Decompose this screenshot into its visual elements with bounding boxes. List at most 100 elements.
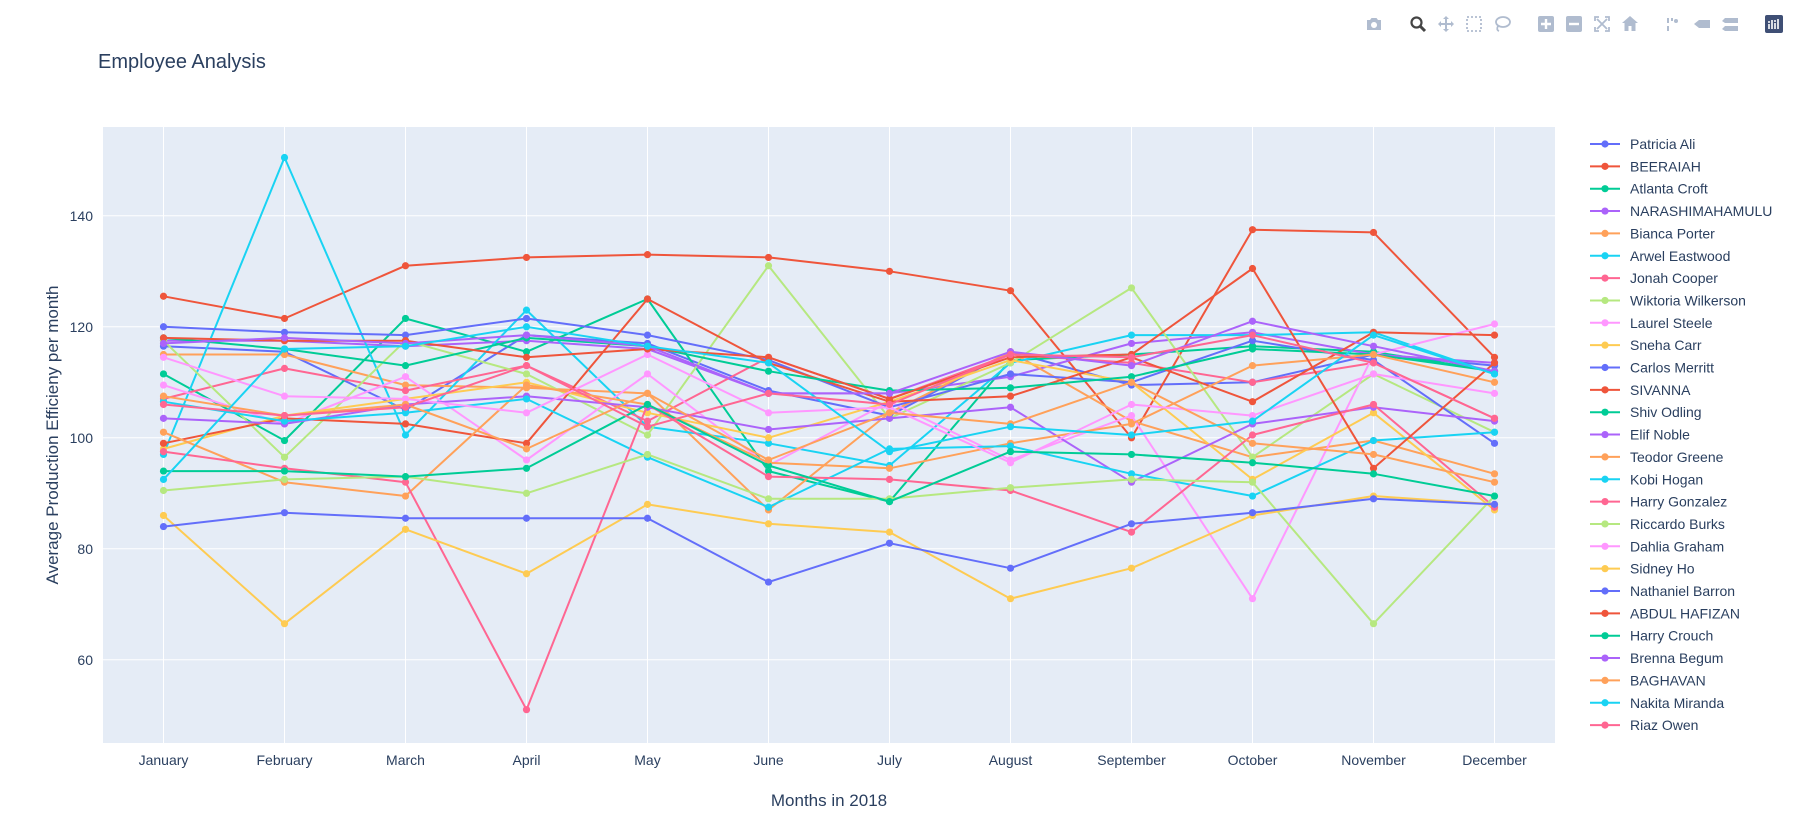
- data-point[interactable]: [643, 431, 652, 439]
- series-line[interactable]: [162, 495, 1495, 625]
- data-point[interactable]: [1369, 409, 1378, 417]
- hover-closest-icon[interactable]: [1690, 12, 1714, 36]
- data-point[interactable]: [764, 262, 773, 270]
- series-line[interactable]: [163, 403, 1495, 503]
- data-point[interactable]: [643, 295, 652, 303]
- data-point[interactable]: [1369, 370, 1378, 378]
- data-point[interactable]: [1490, 439, 1499, 447]
- legend-item[interactable]: Dahlia Graham: [1590, 538, 1724, 554]
- data-point[interactable]: [885, 464, 894, 472]
- series-line[interactable]: [162, 264, 1495, 459]
- data-point[interactable]: [1248, 439, 1257, 447]
- data-point[interactable]: [401, 473, 410, 481]
- data-point[interactable]: [1490, 478, 1499, 486]
- data-point[interactable]: [159, 400, 168, 409]
- legend-item[interactable]: Brenna Begum: [1590, 650, 1723, 666]
- data-point[interactable]: [1006, 459, 1015, 467]
- data-point[interactable]: [1127, 431, 1136, 439]
- data-point[interactable]: [1248, 378, 1257, 386]
- data-point[interactable]: [643, 500, 652, 508]
- data-point[interactable]: [643, 423, 652, 431]
- legend-item[interactable]: Harry Gonzalez: [1590, 494, 1727, 510]
- series-line[interactable]: [163, 298, 1495, 445]
- data-point[interactable]: [1127, 475, 1136, 483]
- series-line[interactable]: [163, 267, 1496, 470]
- data-point[interactable]: [1006, 448, 1015, 456]
- data-point[interactable]: [1127, 470, 1136, 478]
- legend-item[interactable]: Shiv Odling: [1590, 404, 1702, 420]
- data-point[interactable]: [764, 353, 773, 361]
- data-point[interactable]: [401, 431, 410, 439]
- data-point[interactable]: [885, 539, 894, 547]
- series-line[interactable]: [163, 353, 1495, 497]
- data-point[interactable]: [280, 475, 289, 483]
- data-point[interactable]: [1490, 492, 1499, 500]
- data-point[interactable]: [885, 400, 894, 409]
- data-point[interactable]: [280, 467, 289, 475]
- series-line[interactable]: [162, 156, 1495, 467]
- data-point[interactable]: [1127, 564, 1136, 572]
- data-point[interactable]: [522, 570, 531, 578]
- data-point[interactable]: [1490, 414, 1499, 422]
- data-point[interactable]: [1006, 287, 1015, 295]
- series-line[interactable]: [163, 298, 1495, 503]
- data-point[interactable]: [643, 417, 652, 425]
- data-point[interactable]: [280, 417, 289, 425]
- data-point[interactable]: [401, 525, 410, 533]
- data-point[interactable]: [159, 448, 168, 456]
- data-point[interactable]: [280, 328, 289, 336]
- legend-item[interactable]: Teodor Greene: [1590, 449, 1724, 465]
- data-point[interactable]: [1248, 317, 1257, 325]
- data-point[interactable]: [1248, 331, 1257, 339]
- data-point[interactable]: [1248, 345, 1257, 353]
- hover-compare-icon[interactable]: [1718, 12, 1742, 36]
- data-point[interactable]: [1369, 464, 1378, 472]
- data-point[interactable]: [643, 400, 652, 409]
- data-point[interactable]: [159, 467, 168, 475]
- data-point[interactable]: [522, 306, 531, 314]
- data-point[interactable]: [401, 362, 410, 370]
- series-line[interactable]: [163, 336, 1495, 392]
- data-point[interactable]: [1369, 350, 1378, 359]
- data-point[interactable]: [885, 475, 894, 483]
- data-point[interactable]: [764, 578, 773, 586]
- data-point[interactable]: [1248, 478, 1257, 486]
- data-point[interactable]: [1127, 362, 1136, 370]
- data-point[interactable]: [159, 414, 168, 422]
- data-point[interactable]: [159, 392, 168, 400]
- data-point[interactable]: [1006, 423, 1015, 431]
- data-point[interactable]: [1369, 228, 1378, 237]
- data-point[interactable]: [522, 514, 531, 522]
- data-point[interactable]: [764, 389, 773, 397]
- data-point[interactable]: [764, 434, 773, 442]
- data-point[interactable]: [1248, 431, 1257, 439]
- data-point[interactable]: [885, 448, 894, 456]
- series-line[interactable]: [163, 359, 1496, 511]
- data-point[interactable]: [1248, 362, 1257, 370]
- data-point[interactable]: [1127, 400, 1136, 409]
- data-point[interactable]: [159, 511, 168, 520]
- data-point[interactable]: [159, 381, 168, 389]
- data-point[interactable]: [643, 514, 652, 522]
- data-point[interactable]: [764, 425, 773, 434]
- legend-item[interactable]: Bianca Porter: [1590, 225, 1715, 241]
- series-line[interactable]: [163, 403, 1496, 711]
- data-point[interactable]: [280, 453, 289, 461]
- series-line[interactable]: [163, 497, 1495, 584]
- data-point[interactable]: [401, 420, 410, 428]
- legend-item[interactable]: Riccardo Burks: [1590, 516, 1725, 532]
- data-point[interactable]: [764, 359, 773, 367]
- data-point[interactable]: [401, 395, 410, 403]
- data-point[interactable]: [764, 473, 773, 481]
- data-point[interactable]: [522, 409, 531, 417]
- data-point[interactable]: [522, 362, 531, 370]
- data-point[interactable]: [1248, 337, 1257, 345]
- autoscale-icon[interactable]: [1590, 12, 1614, 36]
- data-point[interactable]: [280, 436, 289, 445]
- data-point[interactable]: [764, 253, 773, 262]
- data-point[interactable]: [1369, 620, 1378, 628]
- legend-item[interactable]: Riaz Owen: [1590, 717, 1698, 733]
- data-point[interactable]: [1006, 484, 1015, 492]
- series-line[interactable]: [163, 353, 1495, 464]
- legend-item[interactable]: Jonah Cooper: [1590, 270, 1718, 286]
